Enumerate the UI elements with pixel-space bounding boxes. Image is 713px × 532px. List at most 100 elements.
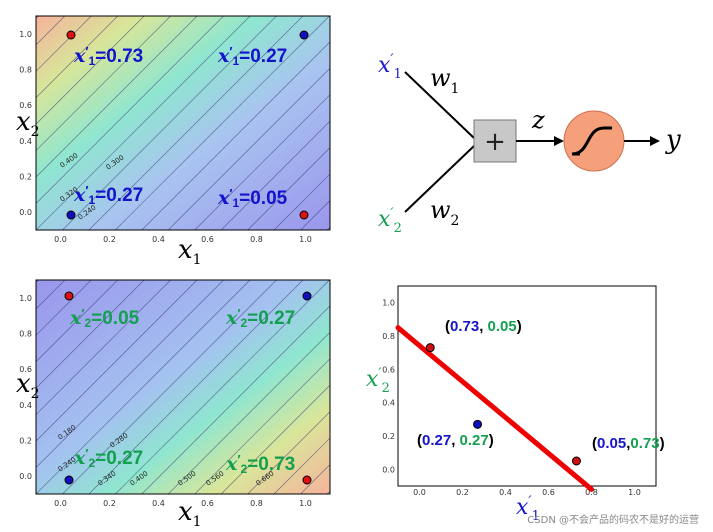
data-point-blue (64, 475, 74, 485)
x-tick-label: 0.8 (250, 499, 263, 508)
contour-line (36, 280, 198, 442)
bottom-left-contour-lines (0, 280, 713, 494)
bottom-right-marks (395, 325, 594, 492)
annotation-x2-prime: x′2=0.27 (225, 306, 295, 330)
contour-line (36, 280, 251, 494)
input-edge-1 (404, 71, 475, 139)
x-tick-label: 0.0 (413, 488, 426, 497)
annotation-x2-prime: x′2=0.27 (73, 446, 143, 470)
x-tick-label: 0.6 (201, 499, 214, 508)
contour-line (141, 305, 330, 494)
contour-line (0, 280, 12, 494)
bottom-right-frame (397, 285, 657, 487)
contour-line (36, 280, 118, 363)
contour-line (247, 411, 330, 494)
contour-line (115, 16, 330, 230)
sum-node (473, 119, 517, 163)
arrow-head (554, 136, 564, 146)
y-tick-label: 0.6 (382, 365, 395, 374)
x-tick-label: 0.8 (250, 235, 263, 244)
contour-line (115, 280, 330, 494)
neuron-diagram: x′1 x′2 w1 w2 + z y (378, 52, 681, 236)
x-tick-label: 0.0 (54, 499, 67, 508)
contour-line (697, 280, 713, 494)
annotation-x1-prime: x′1=0.27 (217, 44, 287, 68)
data-point-blue (299, 30, 309, 40)
top-left-contour-lines (36, 16, 713, 230)
contour-line (36, 16, 145, 125)
y-tick-label: 0.8 (382, 332, 395, 341)
data-point-red (64, 291, 74, 301)
contour-line (88, 280, 304, 494)
contour-line (697, 16, 713, 230)
contour-line (36, 280, 92, 336)
contour-line (36, 16, 198, 178)
sum-symbol: + (484, 127, 506, 157)
x-tick-label: 0.4 (499, 488, 512, 497)
top-left-frame (35, 15, 331, 231)
y-tick-label: 0.4 (382, 399, 395, 408)
y-tick-label: 0.6 (19, 101, 32, 110)
x-tick-label: 0.4 (152, 499, 165, 508)
contour-line (194, 94, 330, 230)
y-tick-label: 0.2 (382, 432, 395, 441)
contour-line (194, 358, 330, 494)
decision-boundary-line (395, 325, 594, 492)
top-left-heatmap (36, 16, 330, 230)
annotation-x2-prime: x′2=0.73 (225, 452, 295, 476)
y-tick-label: 0.6 (19, 365, 32, 374)
x-axis-label: x1 (178, 235, 202, 268)
contour-line (273, 437, 330, 494)
y-tick-label: 0.8 (19, 330, 32, 339)
input-label-x2-prime: x′2 (378, 206, 402, 236)
bottom-left-heatmap (36, 280, 330, 494)
y-tick-label: 1.0 (382, 299, 395, 308)
y-tick-label: 0.2 (19, 437, 32, 446)
contour-line (168, 67, 330, 230)
data-point-red (425, 343, 435, 353)
contour-line (62, 280, 277, 494)
bottom-left-tick-labels: 0.0 0.2 0.4 0.6 0.8 1.0 0.0 0.2 0.4 0.6 0.8 1.0 (19, 294, 312, 508)
output-label-y: y (665, 125, 681, 155)
contour-line (36, 280, 171, 416)
contour-line (36, 280, 224, 468)
point-label: (0.05,0.73) (592, 435, 665, 452)
bottom-left-plot: 0.0 0.2 0.4 0.6 0.8 1.00.00.20.40.60.81.0 0.1… (0, 279, 713, 530)
weight-label-w2: w2 (430, 196, 459, 229)
x-tick-label: 0.2 (456, 488, 469, 497)
y-tick-label: 0.4 (19, 137, 32, 146)
contour-line (36, 16, 224, 204)
z-label: z (531, 106, 545, 134)
x-tick-label: 0.6 (542, 488, 555, 497)
arrow-head (650, 136, 660, 146)
contour-line (645, 16, 713, 230)
x-tick-label: 1.0 (299, 235, 312, 244)
contour-line (36, 16, 171, 152)
contour-line (36, 16, 92, 72)
y-tick-label: 0.0 (19, 208, 32, 217)
x-tick-label: 0.2 (103, 235, 116, 244)
x-tick-label: 0.6 (201, 235, 214, 244)
contour-line (220, 384, 330, 494)
bottom-left-frame (35, 279, 331, 495)
data-point-blue (473, 419, 483, 429)
y-tick-label: 0.0 (382, 465, 395, 474)
y-tick-label: 0.4 (19, 401, 32, 410)
data-point-red (302, 475, 312, 485)
annotation-x1-prime: x′1=0.05 (217, 186, 288, 210)
x-tick-label: 1.0 (299, 499, 312, 508)
y-tick-label: 1.0 (19, 294, 32, 303)
annotation-x1-prime: x′1=0.27 (73, 183, 143, 207)
contour-line (618, 16, 713, 230)
contour-line (539, 16, 713, 230)
contour-line (36, 280, 145, 389)
y-tick-label: 1.0 (19, 30, 32, 39)
contour-line (36, 16, 118, 99)
contour-line (62, 16, 277, 230)
x-tick-label: 0.8 (585, 488, 598, 497)
data-point-red (66, 30, 76, 40)
data-point-blue (66, 210, 76, 220)
contour-line (671, 16, 713, 230)
top-left-plot: 0.0 0.2 0.4 0.6 0.8 1.0 0.0 0.2 0.4 0.6 0.8 1.0 0.4… (16, 15, 713, 268)
